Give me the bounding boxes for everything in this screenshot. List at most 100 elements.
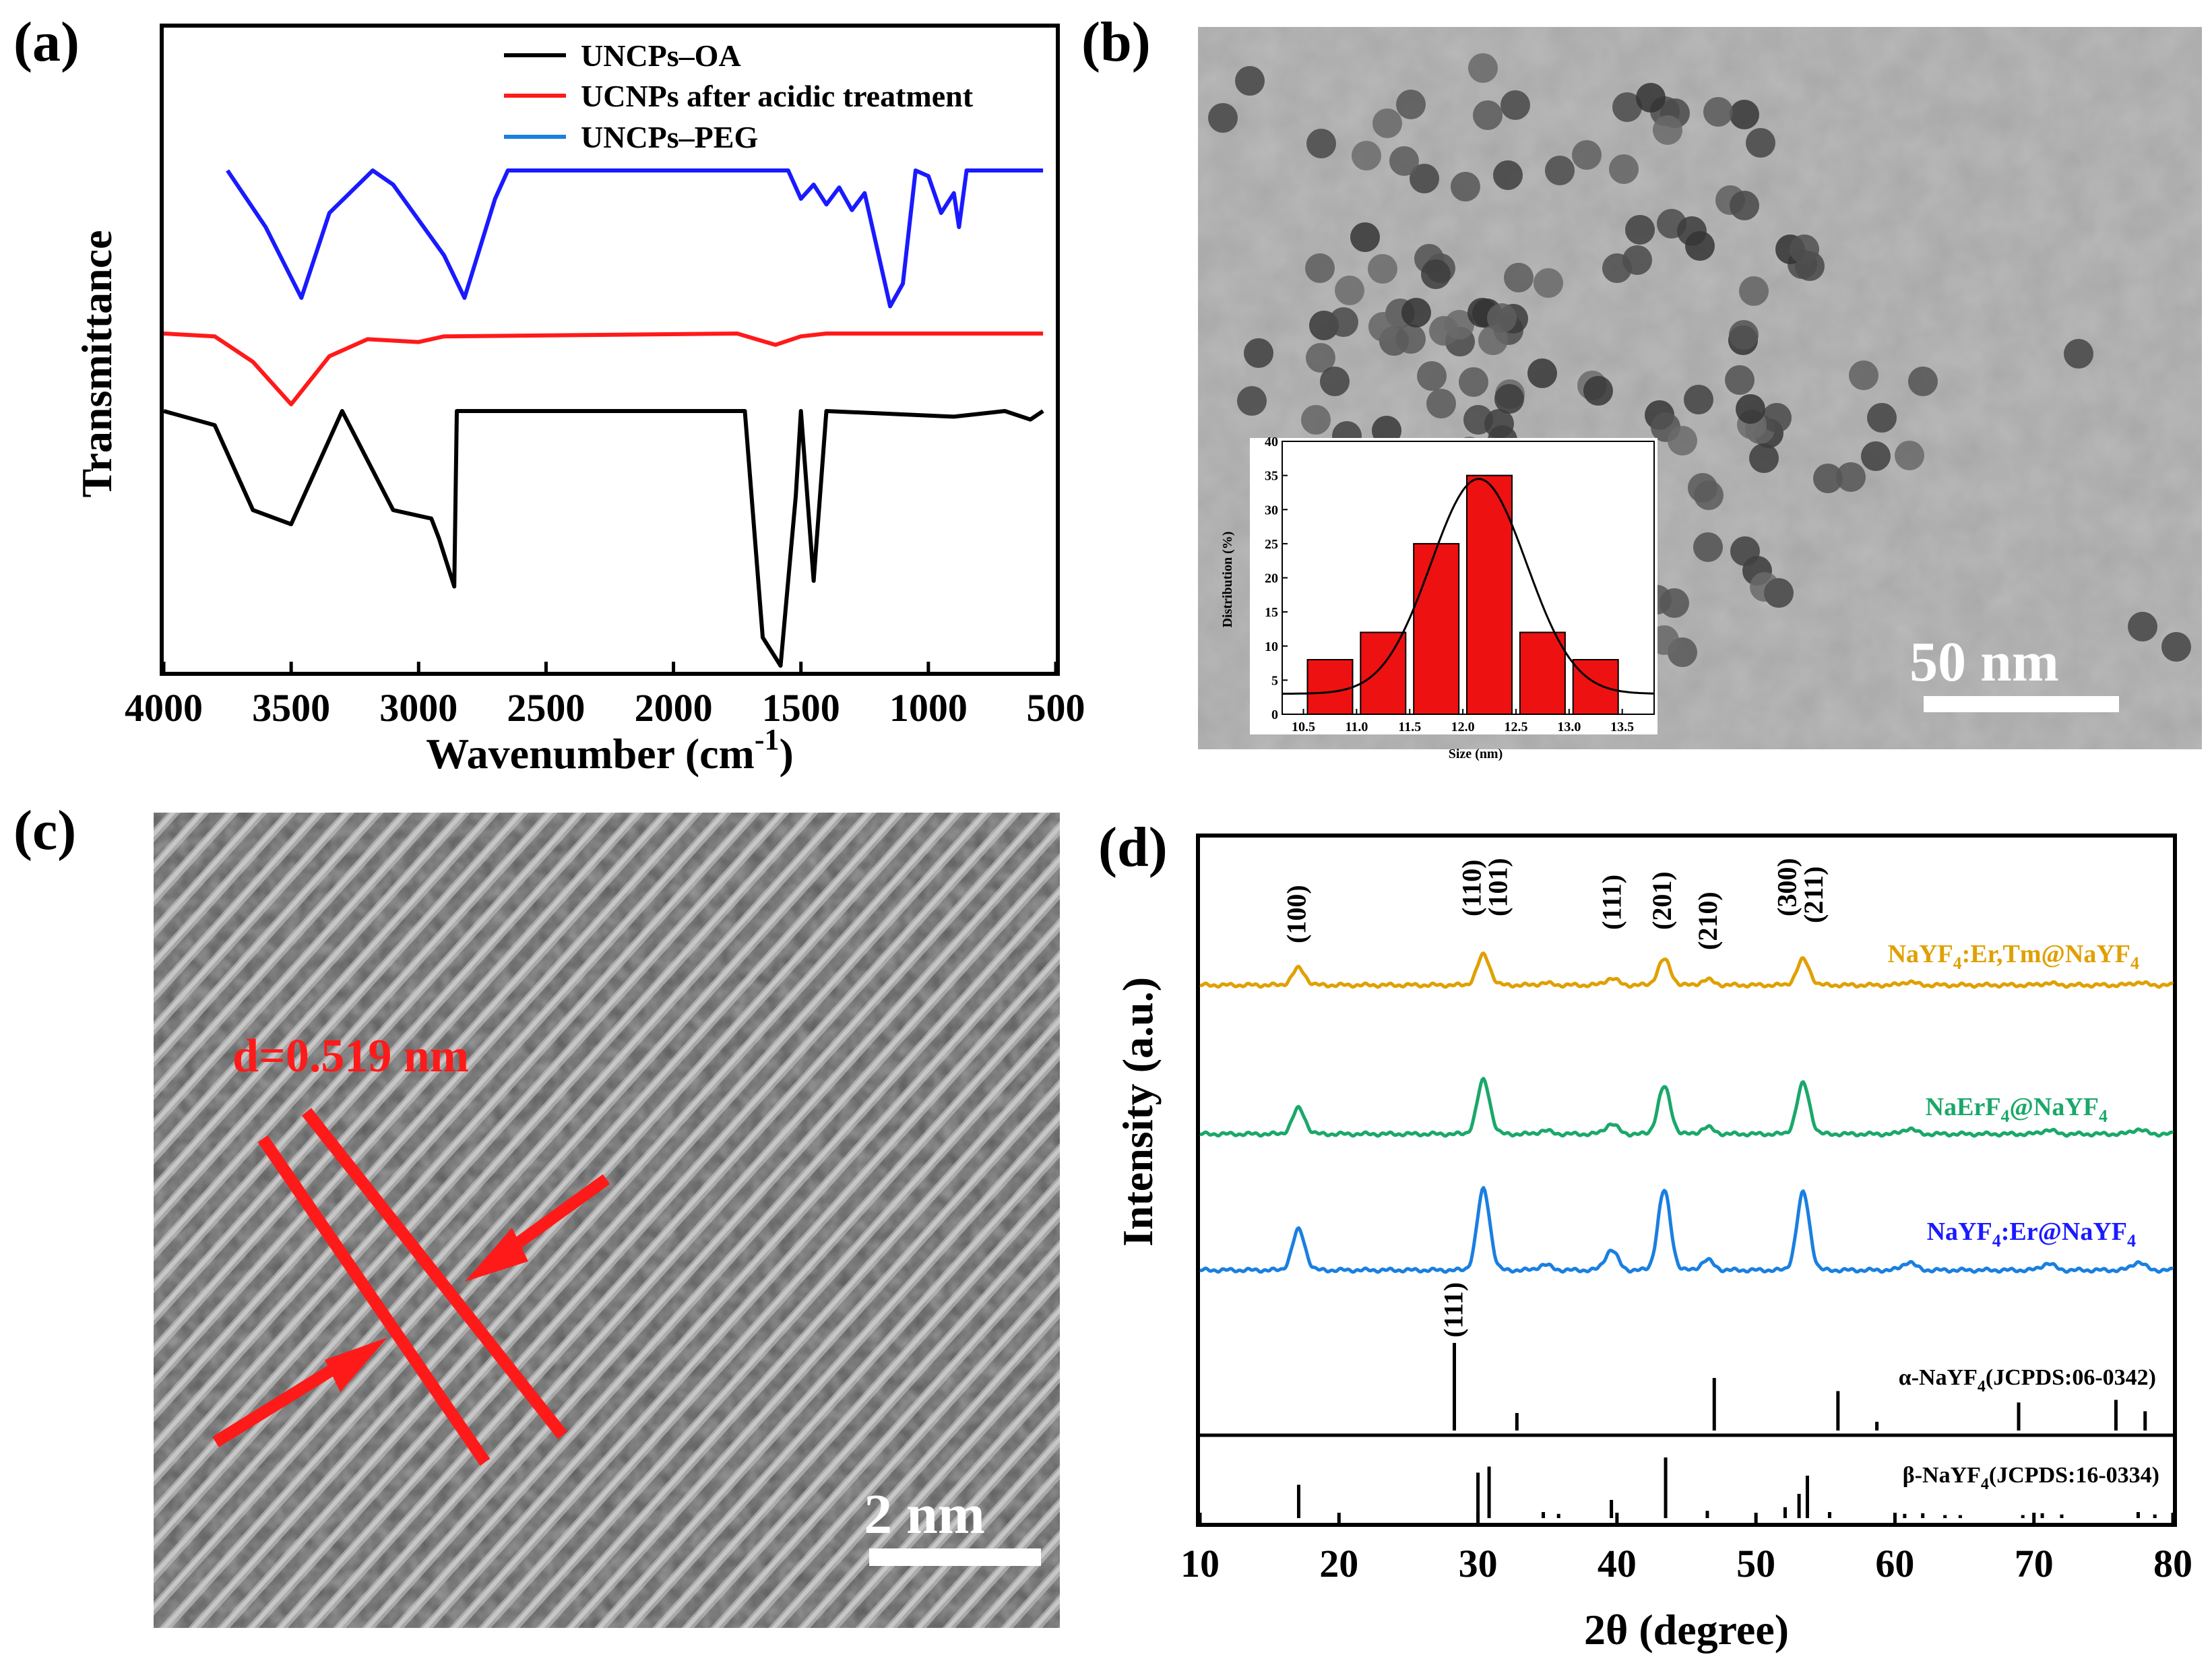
nanoparticle — [1352, 141, 1381, 170]
x-tick-label: 80 — [2153, 1542, 2192, 1585]
x-tick-label: 20 — [1319, 1542, 1358, 1585]
histogram-bar — [1360, 631, 1407, 715]
nanoparticle — [1729, 320, 1759, 350]
nanoparticle — [1468, 53, 1498, 83]
panel-a: (a) 4000 3500 3000 2500 2000 1500 1000 500 Tran… — [13, 11, 1085, 778]
nanoparticle — [1703, 97, 1733, 127]
inset-x-axis-label: Size (nm) — [1449, 747, 1503, 761]
gaussian-fit-line — [1282, 478, 1654, 695]
nanoparticle — [1494, 384, 1524, 414]
xrd-pattern-1 — [1199, 951, 2174, 989]
nanoparticle — [1684, 385, 1713, 414]
nanoparticle — [2064, 339, 2093, 369]
x-tick-label: 40 — [1598, 1542, 1637, 1585]
nanoparticle — [1609, 154, 1639, 184]
scale-bar-b — [1924, 696, 2119, 712]
x-tick-label: 10 — [1180, 1542, 1220, 1585]
panel-d: (d) 10 20 30 40 50 60 70 80 2θ (degree) Intensi… — [1098, 816, 2192, 1654]
nanoparticle — [1396, 324, 1426, 354]
x-tick-label: 500 — [1027, 686, 1085, 730]
series-label-er: NaYF4:Er@NaYF4 — [1927, 1218, 2136, 1251]
panel-a-frame — [160, 24, 1060, 676]
histogram-bar — [1572, 659, 1619, 715]
inset-y-tick-label: 15 — [1265, 605, 1278, 620]
x-tick-label: 3000 — [379, 686, 457, 730]
nanoparticle — [1908, 367, 1938, 396]
nanoparticle — [1478, 325, 1508, 355]
nanoparticle — [1730, 191, 1759, 220]
nanoparticle — [1208, 103, 1238, 133]
series-label-er-tm: NaYF4:Er,Tm@NaYF4 — [1888, 940, 2139, 973]
nanoparticle — [1653, 115, 1682, 145]
hkl-label: (211) — [1798, 867, 1829, 923]
reference-label-beta: β-NaYF4(JCPDS:16-0334) — [1903, 1463, 2159, 1493]
panel-a-x-axis-label: Wavenumber (cm-1) — [426, 723, 794, 778]
panel-b: (b) 10.5 11.0 11.5 12.0 12.5 13.0 13.5 0 5 10 15 20… — [1081, 11, 2202, 761]
panel-d-frame — [1196, 834, 2177, 1527]
histogram-bar — [1466, 474, 1513, 715]
nanoparticle — [1244, 338, 1273, 368]
x-tick-label: 1500 — [762, 686, 840, 730]
hkl-label: (100) — [1281, 885, 1311, 943]
nanoparticle — [1545, 156, 1575, 185]
legend-label-peg: UNCPs–PEG — [581, 120, 758, 154]
nanoparticle — [1762, 403, 1792, 433]
x-tick-label: 2000 — [635, 686, 713, 730]
x-tick-label: 60 — [1875, 1542, 1914, 1585]
nanoparticle — [1417, 361, 1447, 391]
nanoparticle — [1625, 215, 1655, 245]
inset-y-tick-label: 0 — [1271, 708, 1278, 722]
panel-d-x-ticks: 10 20 30 40 50 60 70 80 — [1180, 1513, 2192, 1585]
nanoparticle — [1736, 394, 1765, 424]
nanoparticle — [1730, 100, 1759, 129]
xrd-pattern-3 — [1199, 1186, 2174, 1274]
histogram-bar — [1519, 631, 1566, 715]
series-line-3 — [163, 409, 1044, 668]
arrow-head-1 — [465, 1228, 528, 1282]
inset-x-tick-label: 13.5 — [1610, 720, 1634, 734]
inset-y-tick-label: 5 — [1271, 673, 1278, 688]
nanoparticle — [1473, 100, 1503, 130]
nanoparticle — [1895, 441, 1924, 470]
xrd-pattern-2 — [1199, 1077, 2174, 1138]
nanoparticle — [1764, 578, 1794, 608]
inset-x-tick-label: 13.0 — [1557, 720, 1581, 734]
histogram-bar — [1413, 542, 1460, 716]
nanoparticle — [1451, 172, 1480, 201]
nanoparticle — [1237, 386, 1267, 416]
inset-y-tick-label: 30 — [1265, 503, 1278, 517]
hkl-label: (300) — [1772, 858, 1802, 916]
inset-x-tick-label: 10.5 — [1292, 720, 1315, 734]
nanoparticle — [1389, 146, 1419, 176]
nanoparticle — [1335, 276, 1364, 305]
series-label-naerf4: NaErF4@NaYF4 — [1926, 1093, 2108, 1126]
x-tick-label: 1000 — [889, 686, 968, 730]
nanoparticle — [1849, 360, 1878, 390]
nanoparticle — [1421, 259, 1451, 289]
nanoparticle — [1694, 480, 1724, 510]
inset-y-tick-label: 25 — [1265, 537, 1278, 552]
nanoparticle — [2161, 632, 2191, 662]
nanoparticle — [1746, 128, 1775, 158]
nanoparticle — [1612, 92, 1642, 122]
histogram-bar — [1306, 659, 1354, 715]
scale-bar-label-b: 50 nm — [1909, 631, 2059, 693]
nanoparticle — [1426, 389, 1456, 418]
hkl-label: (101) — [1483, 858, 1513, 916]
panel-a-y-axis-label: Transmittance — [73, 230, 121, 498]
x-tick-label: 30 — [1459, 1542, 1498, 1585]
nanoparticle — [1235, 66, 1265, 96]
nanoparticle — [1306, 129, 1336, 158]
hkl-label: (110) — [1456, 860, 1486, 916]
nanoparticle — [1401, 298, 1431, 327]
nanoparticle — [1749, 443, 1779, 473]
series-line-2 — [163, 332, 1044, 406]
panel-b-label: (b) — [1081, 11, 1151, 73]
x-tick-label: 70 — [2015, 1542, 2054, 1585]
hkl-label: (111) — [1597, 875, 1627, 930]
nanoparticle — [1527, 358, 1557, 388]
arrow-head-2 — [325, 1338, 387, 1392]
hkl-label: (201) — [1647, 871, 1677, 930]
nanoparticle — [1572, 140, 1602, 170]
nanoparticle — [1867, 403, 1897, 433]
